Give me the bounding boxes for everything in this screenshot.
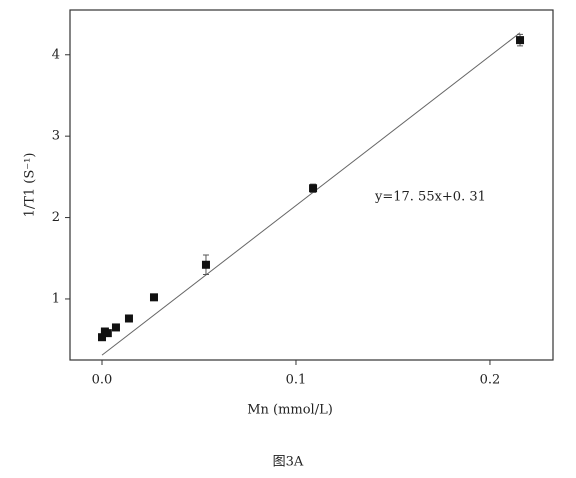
y-tick-label: 2 [52,210,60,225]
y-tick-label: 1 [52,291,60,306]
point [98,333,107,342]
y-tick-label: 3 [52,129,60,144]
x-axis-label: Mn (mmol/L) [247,403,333,418]
point [201,260,210,269]
y-axis-label: 1/T1 (S⁻¹) [23,153,38,218]
point [111,323,120,332]
x-tick-label: 0.0 [92,373,113,388]
fit-equation: y=17. 55x+0. 31 [374,190,486,205]
x-tick-label: 0.1 [286,373,307,388]
point [149,293,158,302]
caption: 图3A [273,455,304,470]
y-tick-label: 4 [52,47,60,62]
plot-frame [69,9,554,361]
point [516,36,525,45]
point [103,329,112,338]
fit-line [101,32,521,356]
point [124,314,133,323]
x-tick-label: 0.2 [480,373,501,388]
point [309,184,318,193]
